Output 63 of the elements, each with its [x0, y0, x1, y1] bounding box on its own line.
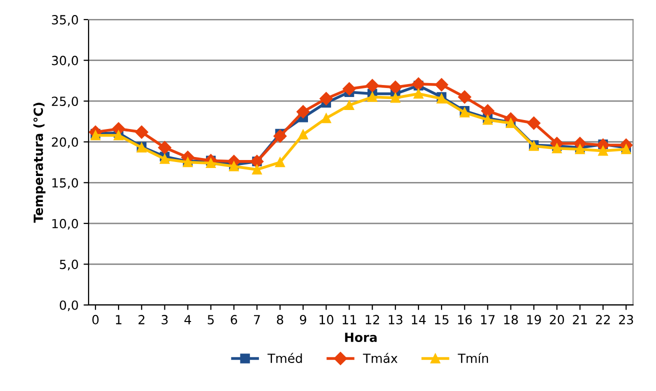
point: [388, 80, 402, 94]
x-tick-label: 3: [162, 314, 168, 324]
x-tick-label: 13: [388, 314, 402, 324]
point: [321, 113, 332, 124]
x-tick-label: 18: [504, 314, 518, 324]
point: [252, 164, 262, 174]
point: [414, 88, 424, 99]
point: [206, 158, 216, 168]
point: [342, 82, 356, 96]
point: [135, 126, 148, 139]
x-tick-label: 8: [276, 314, 284, 324]
x-tick-label: 17: [481, 315, 495, 324]
point: [320, 92, 333, 106]
x-tick-label: 20: [550, 314, 564, 324]
point: [481, 104, 494, 118]
point: [275, 157, 285, 168]
x-tick-label: 23: [619, 314, 634, 324]
x-tick-label: 7: [254, 315, 260, 324]
point: [527, 116, 540, 130]
point: [344, 100, 354, 110]
point: [458, 90, 472, 104]
x-tick-label: 14: [412, 315, 426, 324]
x-tick-label: 1: [116, 315, 122, 324]
x-tick-label: 9: [300, 314, 306, 324]
x-tick-label: 6: [230, 314, 238, 324]
point: [273, 130, 287, 143]
x-tick-label: 22: [596, 314, 610, 324]
point: [598, 146, 608, 156]
x-tick-label: 10: [320, 314, 334, 324]
point: [298, 130, 308, 140]
x-tick-label: 0: [92, 314, 99, 324]
y-axis-title: Temperatura (°C): [33, 102, 46, 223]
y-tick-label: 30,0: [52, 56, 78, 67]
point: [434, 78, 448, 92]
x-tick-label: 5: [208, 315, 214, 324]
x-tick-label: 19: [527, 314, 541, 324]
point: [390, 92, 400, 103]
x-tick-label: 21: [572, 314, 587, 324]
point: [552, 144, 562, 154]
point: [114, 130, 124, 140]
x-tick-label: 12: [366, 314, 380, 324]
x-tick-label: 16: [458, 314, 472, 324]
point: [158, 141, 172, 154]
x-tick-label: 4: [184, 315, 192, 324]
y-tick-label: 35,0: [52, 15, 78, 26]
y-tick-label: 25,0: [52, 96, 78, 108]
point: [296, 105, 310, 118]
y-tick-label: 5,0: [60, 260, 78, 270]
y-tick-label: 15,0: [52, 178, 78, 189]
point: [367, 92, 378, 102]
x-tick-label: 2: [138, 314, 144, 324]
y-tick-label: 20,0: [52, 137, 78, 148]
legend-label: Tmín: [458, 352, 488, 363]
legend-label: Tmáx: [362, 352, 398, 364]
x-tick-label: 15: [434, 315, 448, 324]
point: [160, 154, 170, 164]
y-tick-label: 0,0: [60, 300, 78, 312]
y-tick-label: 10,0: [52, 218, 78, 230]
point: [412, 77, 426, 91]
x-axis-title: Hora: [345, 332, 377, 342]
legend-label: Tméd: [268, 352, 302, 364]
point: [366, 79, 379, 92]
x-tick-label: 11: [342, 315, 356, 324]
